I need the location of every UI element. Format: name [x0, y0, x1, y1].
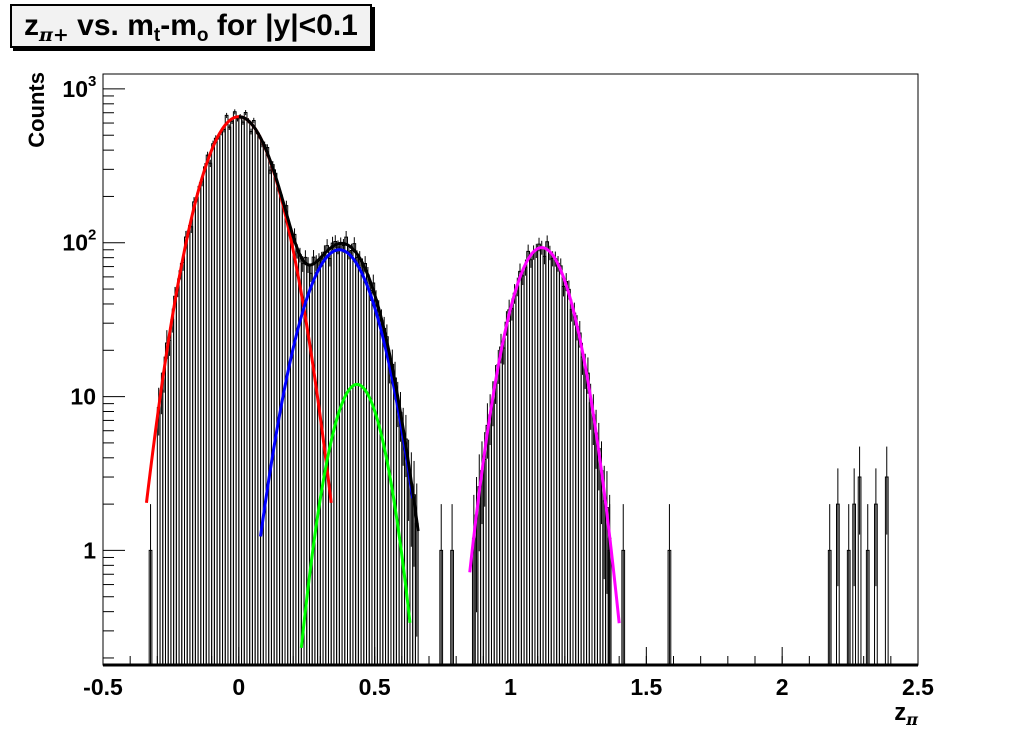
histogram: [148, 109, 889, 665]
title-rest: for |y|<0.1: [208, 9, 358, 42]
x-tick-label: 2: [776, 674, 789, 700]
y-tick-label: 1: [83, 537, 96, 563]
title-m1-sub: t: [153, 25, 161, 46]
x-axis-label: zπ: [894, 699, 918, 729]
title-z-sub: π+: [39, 24, 69, 46]
y-tick-label: 10: [62, 76, 88, 102]
y-tick-exponent: 3: [88, 73, 96, 90]
fit-curve-2: [299, 382, 412, 649]
x-tick-label: -0.5: [83, 674, 123, 700]
title-dash: -m: [160, 9, 197, 42]
title-vs: vs. m: [68, 9, 154, 42]
x-tick-label: 1: [504, 674, 517, 700]
x-tick-label: 1.5: [630, 674, 662, 700]
x-tick-label: 0.5: [359, 674, 391, 700]
y-tick-exponent: 2: [88, 227, 96, 244]
title-z: z: [24, 9, 39, 42]
chart-title: zπ+ vs. mt-mo for |y|<0.1: [10, 4, 372, 48]
fit-curves: [144, 115, 621, 649]
y-axis-label: Counts: [24, 72, 49, 148]
fit-curve-sum: [237, 115, 420, 532]
x-tick-label: 2.5: [902, 674, 934, 700]
title-m2-sub: o: [196, 25, 209, 46]
y-tick-label: 10: [62, 230, 88, 256]
fit-curve-3: [468, 246, 621, 624]
x-tick-label: 0: [232, 674, 245, 700]
y-tick-label: 10: [70, 384, 96, 410]
fit-curve-1: [259, 248, 415, 537]
